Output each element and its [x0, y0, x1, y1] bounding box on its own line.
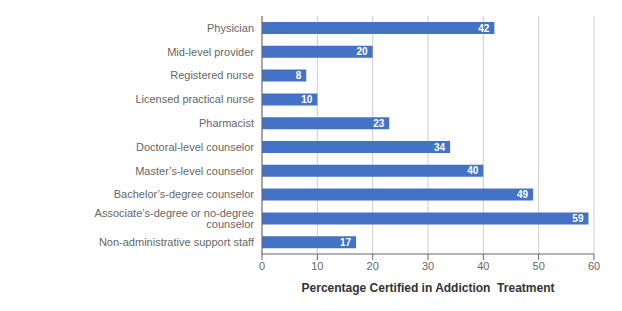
- svg-text:30: 30: [422, 260, 434, 272]
- svg-text:40: 40: [467, 165, 479, 176]
- svg-text:20: 20: [357, 46, 369, 57]
- svg-text:Pharmacist: Pharmacist: [199, 117, 254, 129]
- svg-text:49: 49: [517, 189, 529, 200]
- svg-text:10: 10: [311, 260, 323, 272]
- svg-text:20: 20: [367, 260, 379, 272]
- svg-text:Doctoral-level counselor: Doctoral-level counselor: [136, 141, 254, 153]
- svg-text:17: 17: [340, 237, 352, 248]
- svg-text:10: 10: [301, 94, 313, 105]
- svg-text:Percentage Certified in Addict: Percentage Certified in Addiction Treatm…: [302, 281, 555, 295]
- svg-text:23: 23: [373, 118, 385, 129]
- svg-text:42: 42: [478, 23, 490, 34]
- svg-text:0: 0: [259, 260, 265, 272]
- svg-text:Non-administrative support sta: Non-administrative support staff: [99, 236, 255, 248]
- svg-text:Master’s-level counselor: Master’s-level counselor: [135, 165, 254, 177]
- svg-text:Physician: Physician: [207, 22, 254, 34]
- svg-text:Associate’s-degree or no-degre: Associate’s-degree or no-degreecounselor: [95, 207, 255, 230]
- svg-text:34: 34: [434, 142, 446, 153]
- svg-text:40: 40: [477, 260, 489, 272]
- svg-text:8: 8: [296, 70, 302, 81]
- svg-text:50: 50: [533, 260, 545, 272]
- svg-text:Mid-level provider: Mid-level provider: [167, 46, 254, 58]
- svg-text:Licensed practical nurse: Licensed practical nurse: [135, 93, 254, 105]
- svg-text:Bachelor’s-degree counselor: Bachelor’s-degree counselor: [114, 188, 255, 200]
- svg-text:59: 59: [572, 213, 584, 224]
- svg-text:60: 60: [588, 260, 600, 272]
- svg-text:Registered nurse: Registered nurse: [170, 69, 254, 81]
